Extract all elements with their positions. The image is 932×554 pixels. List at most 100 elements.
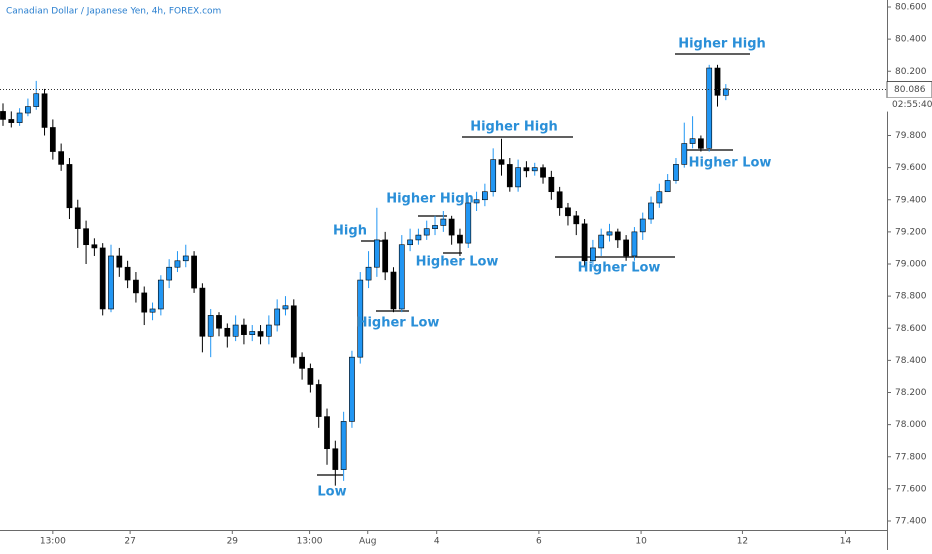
candle-body <box>714 67 721 96</box>
candle-body <box>398 244 405 310</box>
candle-body <box>16 112 23 123</box>
x-tick-label: 14 <box>840 537 852 547</box>
candle-body <box>99 247 106 310</box>
x-tick-label: 13:00 <box>297 537 323 547</box>
candle-body <box>506 164 513 188</box>
annotation: Higher High <box>386 192 474 207</box>
countdown-label: 02:55:40 <box>892 100 932 110</box>
candle-body <box>265 324 272 337</box>
candle-body <box>548 176 555 193</box>
candle-body <box>124 266 131 281</box>
candle-body <box>639 218 646 233</box>
y-tick-label: 80.400 <box>895 35 927 45</box>
candle-body <box>689 138 696 144</box>
x-tick-label: Aug <box>359 537 377 547</box>
annotation: Higher Low <box>689 156 772 171</box>
candle-body <box>490 159 497 193</box>
candle-body <box>224 327 231 337</box>
candle-body <box>157 279 164 310</box>
candle-body <box>706 67 713 149</box>
y-tick-label: 79.600 <box>895 163 927 173</box>
candle-body <box>149 308 156 313</box>
annotation: Higher High <box>470 120 558 135</box>
candle-body <box>324 416 330 450</box>
candle-body <box>415 234 422 241</box>
candle-body <box>74 207 81 229</box>
candle-body <box>290 305 297 358</box>
candle-body <box>83 228 89 246</box>
candle-body <box>349 356 355 422</box>
last-price-label: 80.086 <box>894 85 926 95</box>
candle-body <box>565 207 571 217</box>
y-tick-label: 80.200 <box>895 67 927 77</box>
x-tick-label: 12 <box>737 537 748 547</box>
candle-body <box>274 308 281 326</box>
candle-body <box>390 271 397 310</box>
candle-body <box>41 93 48 128</box>
candle-body <box>307 368 314 385</box>
candle-body <box>540 167 546 178</box>
candle-body <box>66 164 73 209</box>
candle-body <box>407 239 413 246</box>
candle-body <box>58 151 65 165</box>
candle-body <box>722 88 729 96</box>
candle-body <box>698 138 704 149</box>
annotation: High <box>333 224 367 239</box>
candle-body <box>631 231 638 257</box>
candle-body <box>182 255 189 262</box>
candle-body <box>573 215 580 225</box>
countdown-box <box>887 97 932 112</box>
candle-body <box>531 167 538 172</box>
candle-body <box>8 119 15 123</box>
candle-body <box>482 191 488 201</box>
candle-body <box>257 331 264 337</box>
candle-body <box>315 384 322 417</box>
candle-body <box>299 356 305 369</box>
candle-body <box>614 231 621 241</box>
y-tick-label: 77.400 <box>895 517 927 527</box>
candle-body <box>241 324 247 335</box>
candle-body <box>340 421 347 470</box>
annotation: Higher High <box>678 37 766 52</box>
y-tick-label: 79.800 <box>895 131 927 141</box>
candle-body <box>207 315 214 337</box>
candle-body <box>108 255 114 310</box>
y-tick-label: 77.600 <box>895 484 927 494</box>
candle-body <box>25 106 31 114</box>
y-tick-label: 79.000 <box>895 260 927 270</box>
x-tick-label: 29 <box>227 537 239 547</box>
x-tick-label: 4 <box>434 537 440 547</box>
y-tick-label: 79.200 <box>895 227 927 237</box>
candle-body <box>91 244 98 249</box>
candle-body <box>448 218 455 236</box>
candle-body <box>0 111 6 120</box>
candle-body <box>648 202 654 220</box>
annotation-lines <box>317 53 750 476</box>
candle-body <box>133 279 139 294</box>
candle-body <box>116 255 123 268</box>
x-tick-label: 10 <box>635 537 647 547</box>
x-tick-label: 6 <box>536 537 542 547</box>
annotation: Low <box>317 485 346 500</box>
candle-body <box>49 127 56 152</box>
candle-body <box>191 255 197 289</box>
candle-body <box>174 260 181 268</box>
y-tick-label: 80.600 <box>895 3 927 13</box>
candle-body <box>623 239 629 257</box>
annotation: Higher Low <box>357 316 440 331</box>
candle-body <box>681 143 688 165</box>
candle-body <box>282 305 289 310</box>
candle-body <box>523 167 530 172</box>
candle-body <box>232 324 239 337</box>
candle-body <box>440 218 447 226</box>
candle-body <box>673 164 679 181</box>
chart-title: Canadian Dollar / Japanese Yen, 4h, FORE… <box>6 7 221 17</box>
x-tick-label: 13:00 <box>40 537 66 547</box>
candle-body <box>664 180 671 193</box>
y-tick-label: 78.200 <box>895 388 927 398</box>
annotation: Higher Low <box>578 261 661 276</box>
candle-body <box>598 234 605 249</box>
candle-body <box>199 287 206 337</box>
candle-body <box>373 239 380 268</box>
x-tick-label: 27 <box>124 537 135 547</box>
